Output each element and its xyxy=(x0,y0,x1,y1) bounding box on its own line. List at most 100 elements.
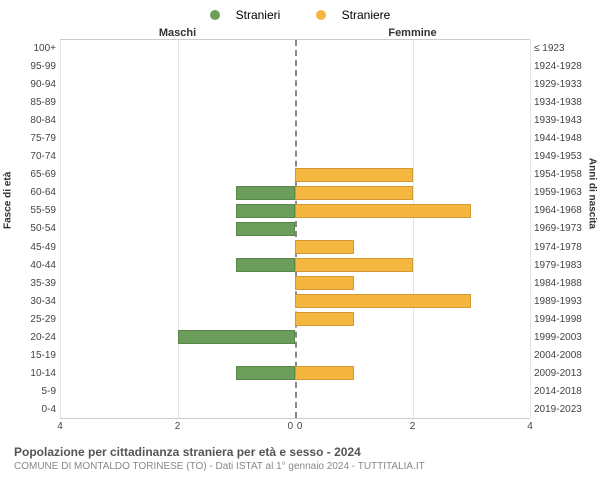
chart-title: Popolazione per cittadinanza straniera p… xyxy=(14,445,586,459)
header-female: Femmine xyxy=(295,27,530,39)
y-right-tick: 1994-1998 xyxy=(530,310,590,328)
y-right-tick: 1964-1968 xyxy=(530,202,590,220)
x-tick-label: 4 xyxy=(527,421,533,432)
y-right-tick: 1949-1953 xyxy=(530,148,590,166)
bar-row xyxy=(60,400,530,418)
y-left-tick: 80-84 xyxy=(10,111,60,129)
bar-row xyxy=(60,184,530,202)
y-left-tick: 35-39 xyxy=(10,274,60,292)
y-right-tick: 1999-2003 xyxy=(530,329,590,347)
y-right-tick: 1989-1993 xyxy=(530,292,590,310)
y-left-tick: 90-94 xyxy=(10,75,60,93)
y-right-tick: 1929-1933 xyxy=(530,75,590,93)
chart-container: Stranieri Straniere Maschi Femmine Fasce… xyxy=(0,0,600,500)
y-left-tick: 20-24 xyxy=(10,329,60,347)
y-right-tick: 1939-1943 xyxy=(530,111,590,129)
y-left-tick: 5-9 xyxy=(10,383,60,401)
y-right-tick: 1934-1938 xyxy=(530,93,590,111)
bar-female xyxy=(295,258,413,272)
y-left-tick: 40-44 xyxy=(10,256,60,274)
y-left-tick: 0-4 xyxy=(10,401,60,419)
legend-item: Straniere xyxy=(308,8,399,22)
bar-female xyxy=(295,366,354,380)
bar-row xyxy=(60,40,530,58)
y-left-tick: 85-89 xyxy=(10,93,60,111)
y-left-tick: 30-34 xyxy=(10,292,60,310)
legend-label: Stranieri xyxy=(236,8,281,22)
bar-row xyxy=(60,58,530,76)
y-axis-right-title: Anni di nascita xyxy=(587,158,598,229)
legend-swatch-female xyxy=(316,10,326,20)
x-tick-label: 0 xyxy=(297,421,303,432)
column-headers: Maschi Femmine xyxy=(10,27,590,39)
legend-label: Straniere xyxy=(342,8,391,22)
y-left-labels: 100+95-9990-9485-8980-8475-7970-7465-696… xyxy=(10,39,60,419)
bar-male xyxy=(236,204,295,218)
y-right-tick: 2009-2013 xyxy=(530,365,590,383)
y-left-tick: 75-79 xyxy=(10,129,60,147)
y-right-tick: ≤ 1923 xyxy=(530,39,590,57)
y-right-labels: ≤ 19231924-19281929-19331934-19381939-19… xyxy=(530,39,590,419)
bar-male xyxy=(236,258,295,272)
bar-male xyxy=(236,186,295,200)
bar-row xyxy=(60,382,530,400)
bar-row xyxy=(60,346,530,364)
bar-female xyxy=(295,168,413,182)
bar-row xyxy=(60,328,530,346)
y-right-tick: 2004-2008 xyxy=(530,347,590,365)
y-left-tick: 60-64 xyxy=(10,184,60,202)
bar-row xyxy=(60,274,530,292)
y-right-tick: 1984-1988 xyxy=(530,274,590,292)
y-left-tick: 50-54 xyxy=(10,220,60,238)
bar-row xyxy=(60,130,530,148)
bar-female xyxy=(295,312,354,326)
bar-row xyxy=(60,166,530,184)
y-right-tick: 1969-1973 xyxy=(530,220,590,238)
bar-female xyxy=(295,276,354,290)
y-axis-left-title: Fasce di età xyxy=(3,172,14,229)
bar-row xyxy=(60,148,530,166)
bar-row xyxy=(60,292,530,310)
x-tick-label: 4 xyxy=(57,421,63,432)
y-right-tick: 1944-1948 xyxy=(530,129,590,147)
x-tick-label: 0 xyxy=(288,421,294,432)
legend-item: Stranieri xyxy=(202,8,289,22)
y-right-tick: 1974-1978 xyxy=(530,238,590,256)
bar-female xyxy=(295,186,413,200)
y-right-tick: 1954-1958 xyxy=(530,166,590,184)
bar-male xyxy=(236,222,295,236)
y-left-tick: 100+ xyxy=(10,39,60,57)
legend: Stranieri Straniere xyxy=(10,8,590,23)
y-left-tick: 25-29 xyxy=(10,310,60,328)
bar-male xyxy=(178,330,296,344)
y-left-tick: 95-99 xyxy=(10,57,60,75)
y-right-tick: 1979-1983 xyxy=(530,256,590,274)
chart-footer: Popolazione per cittadinanza straniera p… xyxy=(10,445,590,472)
chart-subtitle: COMUNE DI MONTALDO TORINESE (TO) - Dati … xyxy=(14,461,586,472)
bar-row xyxy=(60,202,530,220)
legend-swatch-male xyxy=(210,10,220,20)
bar-female xyxy=(295,204,471,218)
bar-row xyxy=(60,94,530,112)
x-tick-label: 2 xyxy=(410,421,416,432)
bar-row xyxy=(60,364,530,382)
y-right-tick: 1959-1963 xyxy=(530,184,590,202)
bar-row xyxy=(60,76,530,94)
bar-row xyxy=(60,256,530,274)
y-right-tick: 2019-2023 xyxy=(530,401,590,419)
bar-female xyxy=(295,294,471,308)
y-left-tick: 55-59 xyxy=(10,202,60,220)
y-left-tick: 70-74 xyxy=(10,148,60,166)
y-left-tick: 65-69 xyxy=(10,166,60,184)
y-right-tick: 2014-2018 xyxy=(530,383,590,401)
bar-row xyxy=(60,220,530,238)
y-right-tick: 1924-1928 xyxy=(530,57,590,75)
bars-zone xyxy=(60,39,530,419)
x-tick-label: 2 xyxy=(175,421,181,432)
x-axis: 4 2 00 2 4 xyxy=(10,421,590,435)
header-male: Maschi xyxy=(60,27,295,39)
bar-row xyxy=(60,112,530,130)
y-left-tick: 15-19 xyxy=(10,347,60,365)
bar-row xyxy=(60,238,530,256)
x-ticks: 4 2 00 2 4 xyxy=(60,421,530,435)
